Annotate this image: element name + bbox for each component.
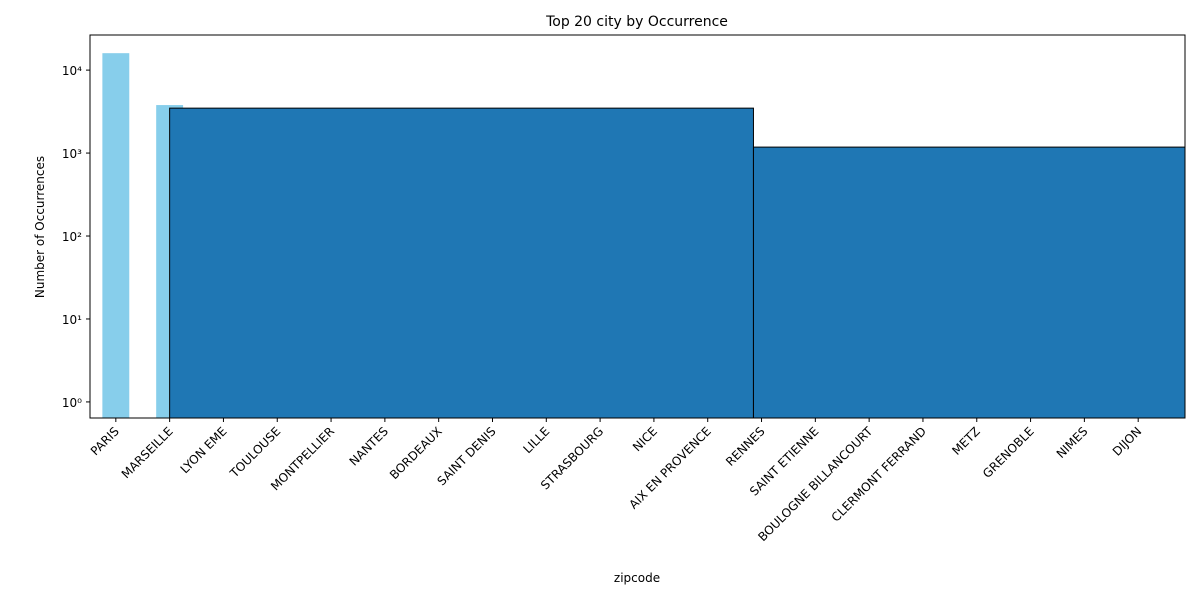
x-tick-label: CLERMONT FERRAND (829, 424, 929, 524)
x-tick-label: GRENOBLE (980, 424, 1037, 481)
x-tick-label: LILLE (520, 424, 552, 456)
histogram-bar (752, 146, 1185, 418)
x-tick-label: BORDEAUX (387, 424, 445, 482)
x-axis-label: zipcode (614, 571, 660, 585)
y-tick-label: 10² (62, 230, 82, 244)
x-tick-label: TOULOUSE (227, 424, 284, 481)
y-tick-label: 10³ (62, 147, 82, 161)
plot-area (102, 53, 1185, 418)
x-tick-label: LYON EME (178, 424, 230, 476)
plot-frame (89, 34, 1186, 419)
x-tick-label: METZ (949, 424, 983, 458)
x-tick-label: DIJON (1110, 424, 1144, 458)
x-tick-label: NANTES (347, 424, 391, 468)
x-tick-label: MARSEILLE (119, 424, 176, 481)
x-tick-label: PARIS (88, 424, 122, 458)
x-tick-label: NICE (630, 424, 660, 454)
y-tick-label: 10⁰ (62, 396, 82, 410)
histogram-bar (169, 107, 754, 418)
x-tick-label: NIMES (1054, 424, 1091, 461)
y-axis-label: Number of Occurrences (33, 156, 47, 298)
y-tick-label: 10⁴ (62, 64, 82, 78)
chart-title: Top 20 city by Occurrence (545, 14, 728, 30)
x-tick-label: RENNES (723, 424, 768, 469)
y-tick-label: 10¹ (62, 313, 82, 327)
bar (102, 53, 130, 418)
x-tick-label: BOULOGNE BILLANCOURT (755, 424, 875, 544)
